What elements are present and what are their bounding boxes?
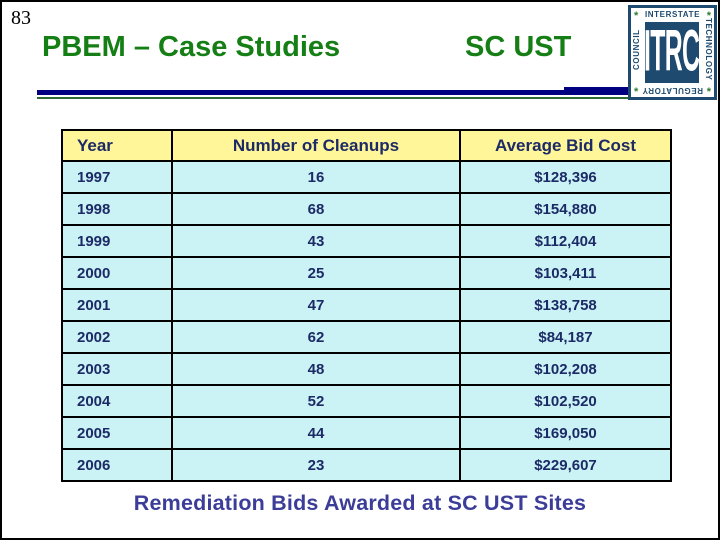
year-cell: 1998 xyxy=(61,192,173,226)
cleanups-cell: 43 xyxy=(171,224,461,258)
table-row: 2005 44 $169,050 xyxy=(61,416,672,450)
cleanups-cell: 16 xyxy=(171,160,461,194)
cleanups-cell: 47 xyxy=(171,288,461,322)
cost-cell: $103,411 xyxy=(459,256,672,290)
slide-subtitle: SC UST xyxy=(465,31,572,63)
table-row: 2006 23 $229,607 xyxy=(61,448,672,482)
cost-cell: $154,880 xyxy=(459,192,672,226)
cleanups-cell: 44 xyxy=(171,416,461,450)
logo-text-interstate: INTERSTATE xyxy=(644,10,701,19)
logo-text-technology: TECHNOLOGY xyxy=(704,18,713,81)
itrc-logo: * * * * INTERSTATE TECHNOLOGY REGULATORY… xyxy=(628,5,717,100)
star-icon: * xyxy=(706,10,711,22)
star-icon: * xyxy=(706,86,711,98)
year-cell: 2005 xyxy=(61,416,173,450)
itrc-logo-text: ITRC xyxy=(645,22,699,83)
page-title: PBEM – Case Studies xyxy=(42,31,341,63)
year-cell: 2004 xyxy=(61,384,173,418)
cost-cell: $229,607 xyxy=(459,448,672,482)
year-cell: 2001 xyxy=(61,288,173,322)
cost-cell: $138,758 xyxy=(459,288,672,322)
year-cell: 2002 xyxy=(61,320,173,354)
itrc-logo-mark: ITRC xyxy=(645,22,699,83)
year-cell: 1999 xyxy=(61,224,173,258)
cost-cell: $112,404 xyxy=(459,224,672,258)
cost-cell: $169,050 xyxy=(459,416,672,450)
table-row: 1999 43 $112,404 xyxy=(61,224,672,258)
header-year: Year xyxy=(61,129,173,162)
table-row: 2004 52 $102,520 xyxy=(61,384,672,418)
table-row: 2003 48 $102,208 xyxy=(61,352,672,386)
cleanups-cell: 52 xyxy=(171,384,461,418)
slide-number: 83 xyxy=(11,7,31,29)
cost-cell: $102,520 xyxy=(459,384,672,418)
year-cell: 2006 xyxy=(61,448,173,482)
table-header-row: Year Number of Cleanups Average Bid Cost xyxy=(61,129,672,162)
case-studies-table-wrap: Year Number of Cleanups Average Bid Cost… xyxy=(61,129,672,482)
year-cell: 2000 xyxy=(61,256,173,290)
table-row: 1997 16 $128,396 xyxy=(61,160,672,194)
cost-cell: $128,396 xyxy=(459,160,672,194)
year-cell: 1997 xyxy=(61,160,173,194)
table-row: 1998 68 $154,880 xyxy=(61,192,672,226)
table-row: 2000 25 $103,411 xyxy=(61,256,672,290)
table-row: 2001 47 $138,758 xyxy=(61,288,672,322)
table-row: 2002 62 $84,187 xyxy=(61,320,672,354)
cleanups-cell: 68 xyxy=(171,192,461,226)
case-studies-table: Year Number of Cleanups Average Bid Cost… xyxy=(61,129,672,482)
divider-line-green xyxy=(37,97,632,99)
slide-caption: Remediation Bids Awarded at SC UST Sites xyxy=(133,491,587,515)
cleanups-cell: 25 xyxy=(171,256,461,290)
header-number-of-cleanups: Number of Cleanups xyxy=(171,129,461,162)
cleanups-cell: 23 xyxy=(171,448,461,482)
star-icon: * xyxy=(634,10,639,22)
divider-line-navy xyxy=(37,90,630,95)
logo-text-council: COUNCIL xyxy=(632,29,641,70)
header-average-bid-cost: Average Bid Cost xyxy=(459,129,672,162)
logo-text-regulatory: REGULATORY xyxy=(642,86,703,95)
cleanups-cell: 48 xyxy=(171,352,461,386)
cleanups-cell: 62 xyxy=(171,320,461,354)
divider-line-navy-step xyxy=(564,87,630,92)
cost-cell: $102,208 xyxy=(459,352,672,386)
cost-cell: $84,187 xyxy=(459,320,672,354)
star-icon: * xyxy=(634,86,639,98)
year-cell: 2003 xyxy=(61,352,173,386)
